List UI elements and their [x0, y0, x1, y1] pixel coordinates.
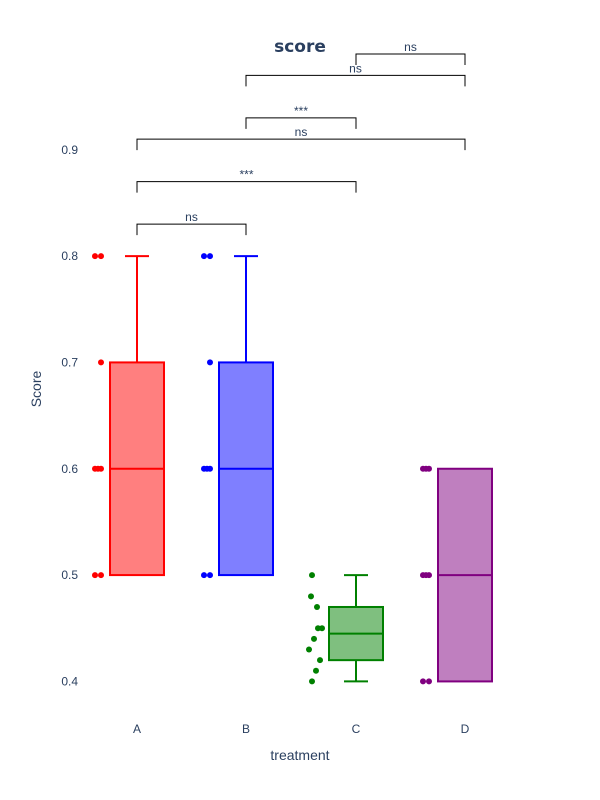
significance-brackets: ns *** ns *** ns ns	[136, 40, 466, 236]
data-point	[317, 657, 323, 664]
comparison-b-d: ns	[245, 61, 466, 87]
significance-label: ns	[349, 61, 362, 75]
significance-bracket	[355, 53, 466, 66]
x-tick-label: C	[352, 722, 361, 736]
data-point	[309, 572, 315, 579]
data-point	[311, 635, 317, 642]
comparison-a-c: ***	[136, 168, 357, 193]
box-b	[218, 255, 274, 577]
data-point	[92, 253, 98, 260]
x-axis-title: treatment	[270, 747, 329, 763]
significance-bracket	[136, 181, 357, 193]
significance-label: ns	[404, 40, 417, 54]
data-point	[314, 603, 320, 610]
comparison-c-d: ns	[355, 40, 466, 66]
y-tick-label: 0.4	[61, 674, 78, 688]
data-point	[420, 678, 426, 685]
data-point	[319, 625, 325, 632]
data-point	[306, 646, 312, 653]
y-axis-title: Score	[28, 371, 44, 408]
x-tick-label: D	[461, 722, 470, 736]
significance-label: ***	[294, 104, 308, 118]
y-tick-label: 0.5	[61, 568, 78, 582]
box-c	[328, 574, 384, 683]
data-point	[201, 253, 207, 260]
data-point	[98, 359, 104, 366]
significance-label: ns	[185, 210, 198, 224]
significance-bracket	[245, 74, 466, 87]
significance-label: ***	[239, 168, 253, 182]
y-tick-label: 0.7	[61, 355, 78, 369]
significance-label: ns	[295, 125, 308, 139]
y-tick-label: 0.6	[61, 462, 78, 476]
boxes-layer	[109, 255, 493, 683]
comparison-b-c: ***	[245, 104, 357, 129]
box-a	[109, 255, 165, 577]
data-point	[98, 253, 104, 260]
data-point	[201, 572, 207, 579]
data-point	[313, 667, 319, 674]
data-point	[207, 572, 213, 579]
y-axis-ticks: 0.4 0.5 0.6 0.7 0.8 0.9	[61, 143, 78, 689]
chart-title: score	[274, 37, 326, 57]
x-tick-label: B	[242, 722, 250, 736]
x-axis-ticks: A B C D	[133, 722, 470, 736]
comparison-a-d: ns	[136, 125, 466, 151]
significance-bracket	[136, 223, 247, 236]
y-tick-label: 0.9	[61, 143, 78, 157]
data-point	[207, 359, 213, 366]
points-layer	[92, 253, 432, 685]
data-point	[92, 572, 98, 579]
data-point	[426, 678, 432, 685]
data-point	[98, 572, 104, 579]
data-point	[423, 465, 429, 472]
data-point	[95, 465, 101, 472]
data-point	[207, 253, 213, 260]
significance-bracket	[136, 138, 466, 151]
data-point	[204, 465, 210, 472]
data-point	[309, 678, 315, 685]
data-point	[423, 572, 429, 579]
y-tick-label: 0.8	[61, 249, 78, 263]
box-d	[437, 467, 493, 683]
x-tick-label: A	[133, 722, 141, 736]
data-point	[308, 593, 314, 600]
significance-bracket	[245, 117, 357, 129]
comparison-a-b: ns	[136, 210, 247, 236]
